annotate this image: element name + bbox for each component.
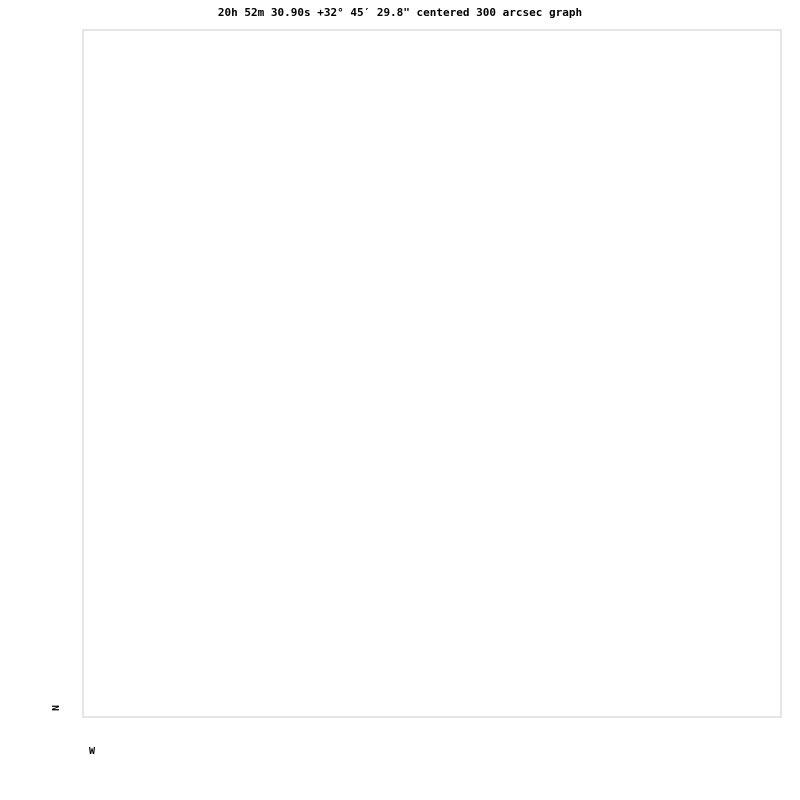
chart-title: 20h 52m 30.90s +32° 45′ 29.8" centered 3… [218, 6, 582, 19]
west-label: W [89, 746, 96, 757]
plot-frame [82, 29, 782, 718]
north-label: N [51, 705, 62, 711]
